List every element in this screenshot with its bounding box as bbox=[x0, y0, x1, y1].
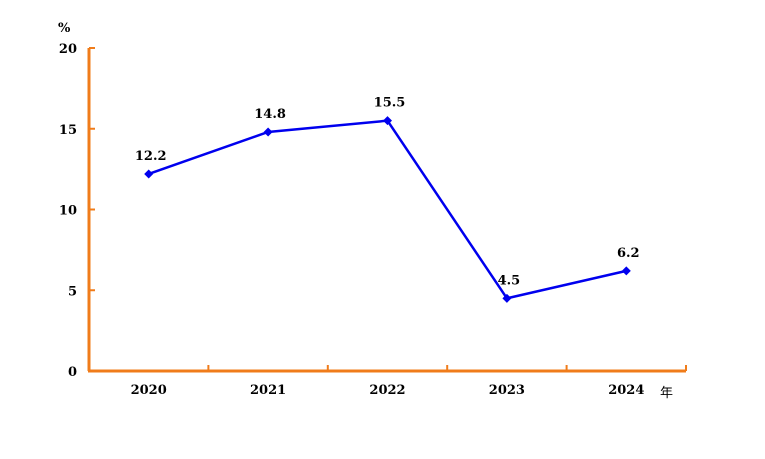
x-tick-label: 2022 bbox=[369, 383, 405, 398]
y-tick-label: 5 bbox=[68, 284, 77, 299]
x-tick-label: 2021 bbox=[250, 383, 286, 398]
data-label: 12.2 bbox=[135, 149, 167, 164]
data-point-marker bbox=[502, 293, 512, 303]
y-axis-unit-label: % bbox=[58, 21, 71, 36]
data-label: 15.5 bbox=[374, 96, 406, 111]
series-group bbox=[144, 116, 631, 303]
data-point-marker bbox=[383, 116, 392, 126]
data-point-marker bbox=[144, 169, 154, 179]
x-axis-ticks: 2020 2021 2022 2023 2024 bbox=[131, 365, 687, 398]
data-point-marker bbox=[621, 266, 631, 276]
y-tick-label: 20 bbox=[59, 42, 77, 57]
data-label: 14.8 bbox=[254, 107, 286, 122]
x-tick-label: 2023 bbox=[489, 383, 525, 398]
x-tick-label: 2024 bbox=[608, 383, 644, 398]
data-label: 6.2 bbox=[617, 246, 640, 261]
y-tick-label: 15 bbox=[59, 123, 77, 138]
y-tick-label: 10 bbox=[59, 204, 77, 219]
data-label: 4.5 bbox=[498, 273, 521, 288]
data-labels: 12.2 14.8 15.5 4.5 6.2 bbox=[135, 96, 640, 289]
x-tick-label: 2020 bbox=[131, 383, 167, 398]
series-line bbox=[148, 119, 627, 300]
x-axis-unit-label: 年 bbox=[660, 386, 673, 401]
y-axis-ticks: 0 5 10 15 20 bbox=[59, 42, 95, 380]
data-point-marker bbox=[263, 127, 273, 137]
y-tick-label: 0 bbox=[68, 365, 77, 380]
